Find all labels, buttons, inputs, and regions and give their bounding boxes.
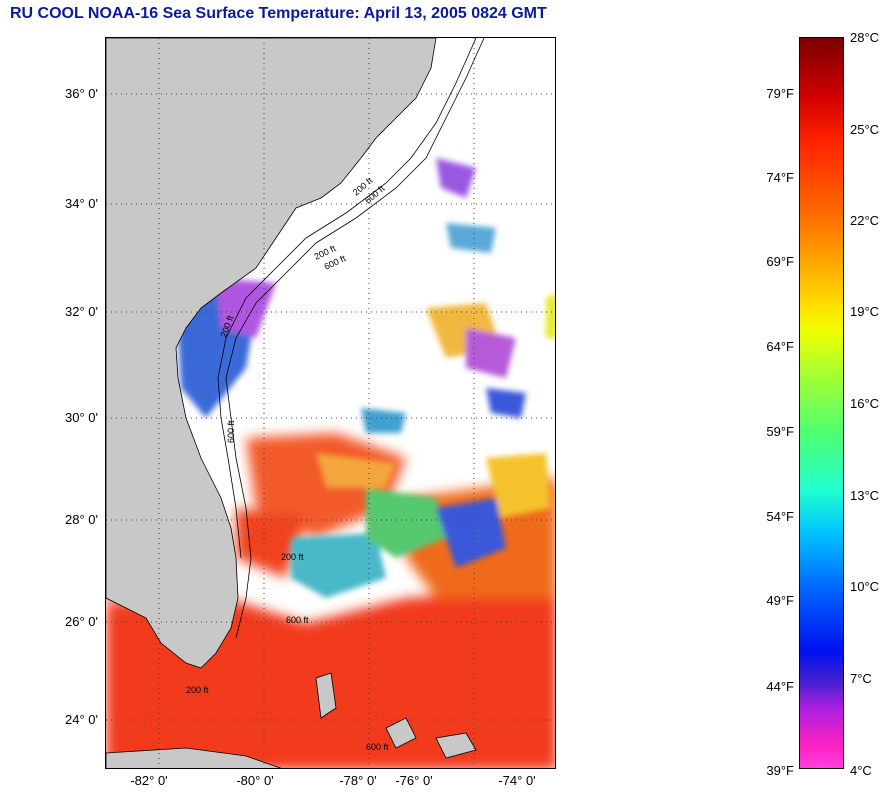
contour-label: 600 ft [366,742,389,752]
colorbar-f-label: 69°F [766,254,794,269]
cool-water-patches [106,158,555,598]
map-title: RU COOL NOAA-16 Sea Surface Temperature:… [10,5,547,22]
colorbar-c-label: 28°C [850,30,880,45]
colorbar-c-label: 13°C [850,488,880,503]
colorbar-f-label: 74°F [766,170,794,185]
graticule [106,38,555,768]
colorbar-f-label: 39°F [766,763,794,778]
colorbar-c-label: 25°C [850,122,880,137]
temperature-colorbar [799,37,844,769]
colorbar-c-label: 4°C [850,763,872,778]
sst-map[interactable]: 200 ft 600 ft 200 ft 600 ft 200 ft 600 f… [105,37,556,769]
lat-label-34: 34° 0' [65,196,98,211]
contour-label: 600 ft [226,420,236,443]
land-mass-us [106,38,437,669]
lat-label-28: 28° 0' [65,512,98,527]
lon-label-78: -78° 0' [339,773,377,788]
sst-map-canvas: 200 ft 600 ft 200 ft 600 ft 200 ft 600 f… [106,38,555,768]
lon-label-82: -82° 0' [130,773,168,788]
isobath-contours [217,38,485,639]
land-mass-cuba [106,747,282,768]
contour-label: 200 ft [186,685,209,695]
colorbar-f-label: 79°F [766,86,794,101]
colorbar-f-label: 44°F [766,679,794,694]
colorbar-c-label: 16°C [850,396,880,411]
land-mass-bahamas [315,672,477,759]
colorbar-f-label: 54°F [766,509,794,524]
contour-label: 200 ft [281,552,304,562]
colorbar-c-label: 7°C [850,671,872,686]
colorbar-c-label: 19°C [850,304,880,319]
lon-label-80: -80° 0' [236,773,274,788]
contour-label: 600 ft [286,615,309,625]
colorbar-f-label: 49°F [766,593,794,608]
lat-label-24: 24° 0' [65,712,98,727]
lat-label-32: 32° 0' [65,304,98,319]
lon-label-76: -76° 0' [395,773,433,788]
colorbar-c-label: 22°C [850,213,880,228]
colorbar-c-label: 10°C [850,579,880,594]
lon-label-74: -74° 0' [498,773,536,788]
colorbar-f-label: 64°F [766,339,794,354]
colorbar-f-label: 59°F [766,424,794,439]
lat-label-30: 30° 0' [65,410,98,425]
lat-label-36: 36° 0' [65,86,98,101]
lat-label-26: 26° 0' [65,614,98,629]
